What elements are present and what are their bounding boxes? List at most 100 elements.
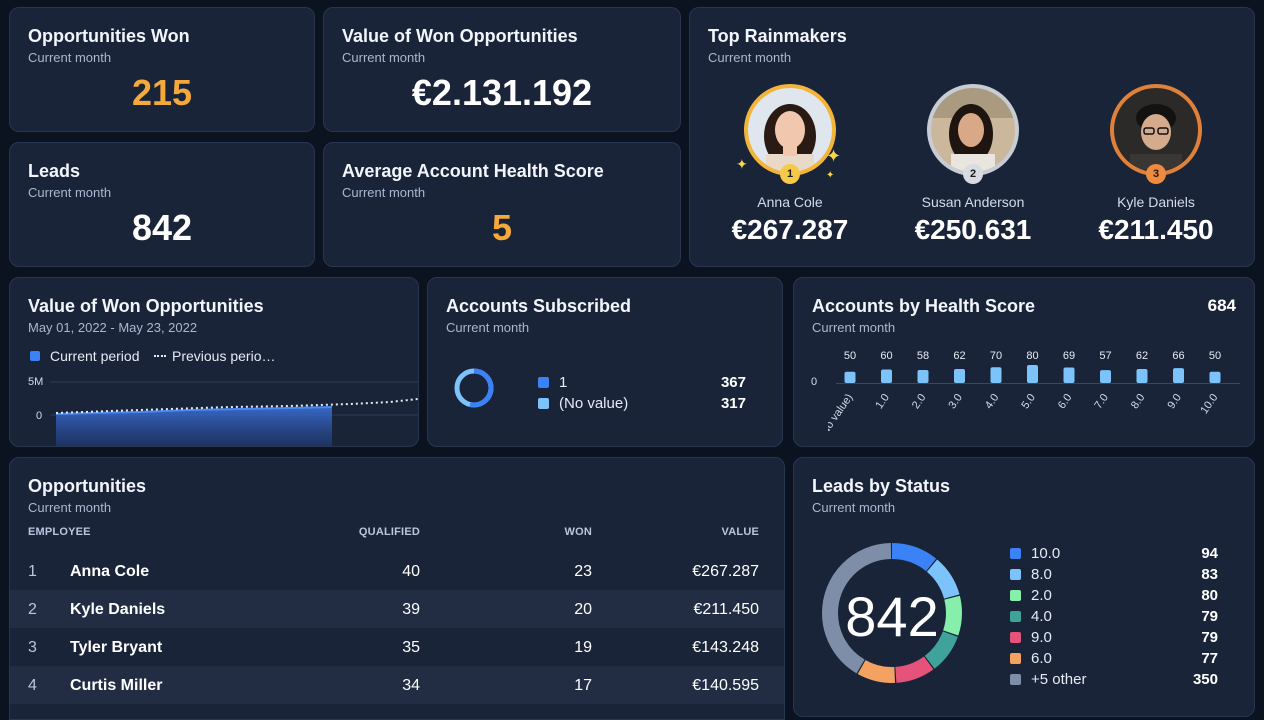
legend-previous-period[interactable]: Previous perio… xyxy=(154,348,276,364)
qualified-count: 34 xyxy=(402,677,420,694)
legend-value: 79 xyxy=(1201,608,1218,625)
legend-value: 80 xyxy=(1201,587,1218,604)
card-title: Accounts by Health Score xyxy=(812,296,1036,316)
bar-value-label: 70 xyxy=(990,350,1002,362)
current-period-line xyxy=(55,406,333,415)
legend-label: Current period xyxy=(50,348,140,364)
legend-label: 4.0 xyxy=(1031,608,1052,625)
bar xyxy=(1063,367,1075,383)
rainmaker-3[interactable]: 3 Kyle Daniels €211.450 xyxy=(1066,84,1246,246)
table-row[interactable]: 4 Curtis Miller 34 17 €140.595 xyxy=(10,666,784,704)
x-tick-label: 6.0 xyxy=(1056,392,1075,411)
health-score-card[interactable]: Average Account Health Score Current mon… xyxy=(323,142,681,267)
column-header-won[interactable]: WON xyxy=(564,526,592,538)
legend-item[interactable]: 1 xyxy=(538,374,567,391)
leads-status-donut-chart xyxy=(822,543,962,683)
table-row[interactable]: 1 Anna Cole 40 23 €267.287 xyxy=(10,552,784,590)
legend-value: 350 xyxy=(1192,671,1218,688)
avatar: 2 xyxy=(927,84,1019,184)
rainmaker-value: €211.450 xyxy=(1098,214,1214,245)
bar-value-label: 66 xyxy=(1172,350,1184,362)
avatar-photo xyxy=(1114,88,1198,172)
leads-by-status-card[interactable]: Leads by Status Current month 842 10.0 94… xyxy=(793,457,1255,717)
employee-name: Curtis Miller xyxy=(70,677,163,694)
bar-value-label: 62 xyxy=(953,350,965,362)
x-tick-label: 4.0 xyxy=(983,392,1002,411)
table-row[interactable]: 3 Tyler Bryant 35 19 €143.248 xyxy=(10,628,784,666)
bar-value-label: 57 xyxy=(1099,350,1111,362)
avatar: ✦ ✦ ✦ 1 xyxy=(736,84,841,184)
card-subtitle: Current month xyxy=(342,50,426,65)
opportunities-won-card[interactable]: Opportunities Won Current month 215 xyxy=(9,7,315,132)
card-title: Opportunities xyxy=(28,476,146,496)
bar xyxy=(917,369,929,383)
legend-label: 1 xyxy=(559,374,568,391)
total-count: 684 xyxy=(1207,296,1236,315)
bar xyxy=(881,369,892,383)
legend-item[interactable]: +5 other xyxy=(1010,671,1086,688)
sparkle-icon: ✦ xyxy=(736,156,748,172)
legend-item[interactable]: 8.0 xyxy=(1010,566,1052,583)
column-header-qualified[interactable]: QUALIFIED xyxy=(358,526,420,538)
value-won-chart-card[interactable]: Value of Won Opportunities May 01, 2022 … xyxy=(9,277,419,447)
accounts-subscribed-card[interactable]: Accounts Subscribed Current month 1 367 … xyxy=(427,277,783,447)
rainmaker-name: Susan Anderson xyxy=(921,194,1025,210)
top-rainmakers-card[interactable]: Top Rainmakers Current month ✦ ✦ ✦ 1 Ann… xyxy=(689,7,1255,267)
card-subtitle: Current month xyxy=(812,320,896,335)
column-header-value[interactable]: VALUE xyxy=(721,526,759,538)
card-subtitle: Current month xyxy=(446,320,530,335)
won-value-line-chart xyxy=(50,381,418,446)
legend-item[interactable]: 4.0 xyxy=(1010,608,1052,625)
avatar-photo xyxy=(748,88,832,172)
y-tick-zero: 0 xyxy=(811,376,818,388)
rainmaker-value: €250.631 xyxy=(914,214,1032,245)
bar-value-label: 58 xyxy=(917,350,929,362)
rainmaker-1[interactable]: ✦ ✦ ✦ 1 Anna Cole €267.287 xyxy=(700,84,880,246)
legend-label: 9.0 xyxy=(1031,629,1052,646)
legend-item[interactable]: 9.0 xyxy=(1010,629,1052,646)
table-row[interactable]: 2 Kyle Daniels 39 20 €211.450 xyxy=(10,590,784,628)
x-tick-label: 7.0 xyxy=(1092,392,1111,411)
qualified-count: 39 xyxy=(402,601,420,618)
legend-item[interactable]: 6.0 xyxy=(1010,650,1052,667)
legend-item[interactable]: 2.0 xyxy=(1010,587,1052,604)
x-tick-label: 9.0 xyxy=(1165,392,1184,411)
legend-item[interactable]: 10.0 xyxy=(1010,545,1060,562)
legend-label: 8.0 xyxy=(1031,566,1052,583)
rank-badge: 3 xyxy=(1146,164,1166,184)
rainmaker-value: €267.287 xyxy=(731,214,849,245)
x-tick-label: 10.0 xyxy=(1198,392,1220,416)
won-count: 19 xyxy=(574,639,592,656)
rank-badge: 1 xyxy=(780,164,800,184)
card-subtitle: Current month xyxy=(812,500,896,515)
x-tick-label: 5.0 xyxy=(1019,392,1038,411)
donut-segment xyxy=(822,543,962,683)
card-title: Value of Won Opportunities xyxy=(28,296,264,316)
bar-value-label: 60 xyxy=(880,350,892,362)
value-won-value: €2.131.192 xyxy=(411,72,593,113)
qualified-count: 35 xyxy=(402,639,420,656)
legend-current-period[interactable]: Current period xyxy=(30,348,140,364)
current-period-area xyxy=(56,407,332,446)
opportunities-table-card[interactable]: Opportunities Current month EMPLOYEE QUA… xyxy=(9,457,785,720)
card-title: Opportunities Won xyxy=(28,26,190,46)
leads-card[interactable]: Leads Current month 842 xyxy=(9,142,315,267)
opportunities-won-value: 215 xyxy=(131,72,193,113)
bar-value-label: 69 xyxy=(1063,350,1075,362)
card-title: Leads by Status xyxy=(812,476,951,496)
bar-value-label: 80 xyxy=(1026,350,1038,362)
bar xyxy=(1136,369,1148,383)
legend-value: 77 xyxy=(1201,650,1218,667)
legend-label: 6.0 xyxy=(1031,650,1052,667)
health-score-bar-chart: 50 (No value) 60 1.0 58 2.0 62 3.0 70 4.0 80 5.0 69 6… xyxy=(828,350,1240,438)
rainmaker-2[interactable]: 2 Susan Anderson €250.631 xyxy=(883,84,1063,246)
health-score-chart-card[interactable]: Accounts by Health Score Current month 6… xyxy=(793,277,1255,447)
sparkle-icon: ✦ xyxy=(826,146,842,166)
column-header-employee[interactable]: EMPLOYEE xyxy=(28,526,91,538)
rainmaker-name: Kyle Daniels xyxy=(1117,194,1195,210)
value-won-card[interactable]: Value of Won Opportunities Current month… xyxy=(323,7,681,132)
legend-swatch xyxy=(1010,589,1021,601)
legend-item[interactable]: (No value) xyxy=(538,395,628,412)
legend-value: 79 xyxy=(1201,629,1218,646)
won-count: 20 xyxy=(574,601,592,618)
